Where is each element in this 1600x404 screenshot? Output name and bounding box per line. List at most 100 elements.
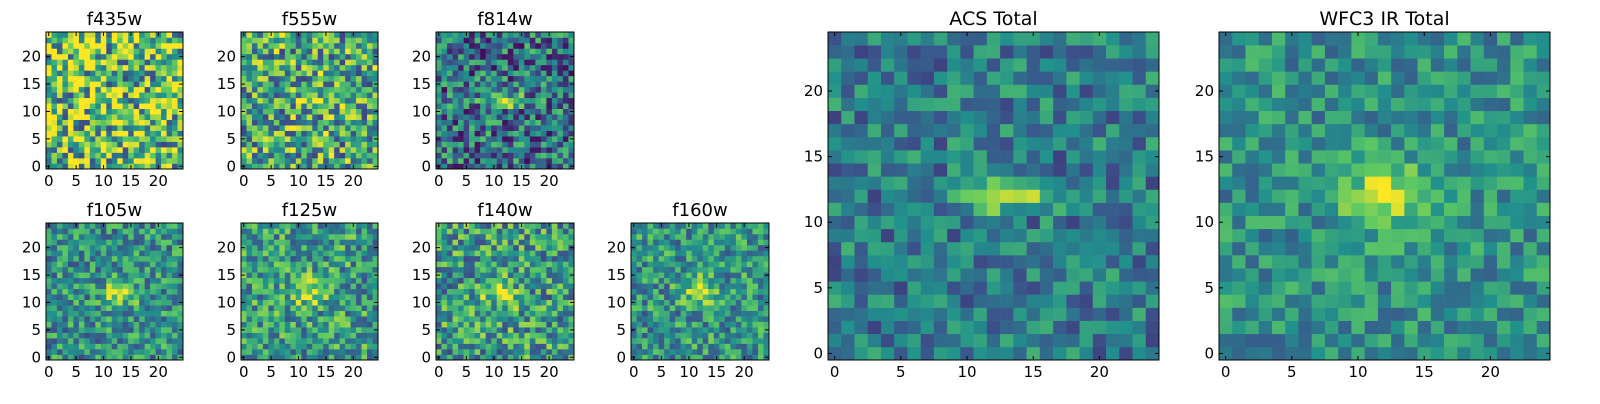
heatmap-cell: [123, 120, 129, 126]
heatmap-cell: [167, 294, 173, 300]
heatmap-cell: [631, 239, 637, 245]
heatmap-cell: [68, 103, 74, 109]
heatmap-cell: [686, 261, 692, 267]
heatmap-cell: [356, 76, 362, 82]
heatmap-cell: [947, 255, 961, 268]
heatmap-cell: [285, 70, 291, 76]
heatmap-cell: [670, 267, 676, 273]
heatmap-cell: [90, 147, 96, 153]
heatmap-cell: [351, 48, 357, 54]
heatmap-cell: [128, 300, 134, 306]
heatmap-cell: [541, 54, 547, 60]
heatmap-cell: [758, 245, 764, 251]
heatmap-cell: [79, 245, 85, 251]
heatmap-cell: [356, 48, 362, 54]
heatmap-cell: [112, 136, 118, 142]
heatmap-cell: [51, 87, 57, 93]
heatmap-cell: [730, 355, 736, 361]
heatmap-cell: [178, 289, 184, 295]
heatmap-cell: [139, 158, 145, 164]
heatmap-cell: [508, 98, 514, 104]
heatmap-cell: [312, 32, 318, 38]
heatmap-cell: [57, 76, 63, 82]
heatmap-cell: [117, 338, 123, 344]
heatmap-cell: [758, 294, 764, 300]
heatmap-cell: [68, 223, 74, 229]
heatmap-cell: [530, 136, 536, 142]
heatmap-cell: [763, 223, 769, 229]
heatmap-cell: [458, 81, 464, 87]
heatmap-cell: [128, 70, 134, 76]
heatmap-cell: [697, 283, 703, 289]
heatmap-cell: [453, 76, 459, 82]
heatmap-cell: [697, 333, 703, 339]
heatmap-cell: [546, 245, 552, 251]
heatmap-cell: [241, 65, 247, 71]
heatmap-cell: [167, 142, 173, 148]
heatmap-cell: [128, 92, 134, 98]
heatmap-cell: [648, 355, 654, 361]
heatmap-cell: [68, 311, 74, 317]
heatmap-cell: [246, 245, 252, 251]
heatmap-cell: [486, 142, 492, 148]
heatmap-cell: [323, 267, 329, 273]
heatmap-cell: [345, 300, 351, 306]
heatmap-cell: [145, 76, 151, 82]
heatmap-cell: [653, 223, 659, 229]
heatmap-cell: [681, 289, 687, 295]
heatmap-cell: [285, 142, 291, 148]
heatmap-cell: [323, 283, 329, 289]
heatmap-cell: [73, 131, 79, 137]
heatmap-cell: [178, 311, 184, 317]
heatmap-cell: [73, 87, 79, 93]
heatmap-cell: [486, 294, 492, 300]
heatmap-cell: [307, 349, 313, 355]
heatmap-cell: [296, 81, 302, 87]
heatmap-cell: [263, 32, 269, 38]
heatmap-cell: [447, 131, 453, 137]
heatmap-cell: [752, 250, 758, 256]
heatmap-cell: [552, 294, 558, 300]
heatmap-cell: [241, 158, 247, 164]
heatmap-cell: [79, 131, 85, 137]
heatmap-cell: [436, 37, 442, 43]
heatmap-cell: [279, 239, 285, 245]
heatmap-cell: [491, 43, 497, 49]
heatmap-cell: [285, 48, 291, 54]
heatmap-cell: [675, 234, 681, 240]
heatmap-cell: [458, 164, 464, 170]
heatmap-cell: [475, 228, 481, 234]
heatmap-cell: [172, 300, 178, 306]
heatmap-cell: [1000, 334, 1014, 347]
heatmap-cell: [268, 131, 274, 137]
heatmap-cell: [172, 239, 178, 245]
heatmap-cell: [296, 70, 302, 76]
heatmap-cell: [252, 114, 258, 120]
heatmap-cell: [285, 250, 291, 256]
heatmap-cell: [1013, 268, 1027, 281]
heatmap-cell: [318, 311, 324, 317]
heatmap-cell: [1106, 308, 1120, 321]
heatmap-cell: [161, 327, 167, 333]
heatmap-cell: [268, 294, 274, 300]
heatmap-cell: [290, 125, 296, 131]
heatmap-cell: [246, 300, 252, 306]
heatmap-cell: [469, 300, 475, 306]
heatmap-cell: [123, 256, 129, 262]
heatmap-cell: [546, 131, 552, 137]
heatmap-cell: [686, 349, 692, 355]
heatmap-cell: [296, 272, 302, 278]
heatmap-cell: [312, 228, 318, 234]
heatmap-cell: [546, 103, 552, 109]
heatmap-cell: [301, 333, 307, 339]
heatmap-cell: [246, 327, 252, 333]
heatmap-cell: [296, 338, 302, 344]
heatmap-cell: [442, 349, 448, 355]
heatmap-cell: [747, 261, 753, 267]
heatmap-cell: [447, 278, 453, 284]
heatmap-cell: [351, 142, 357, 148]
heatmap-cell: [513, 153, 519, 159]
heatmap-cell: [68, 267, 74, 273]
heatmap-cell: [535, 125, 541, 131]
heatmap-cell: [868, 308, 882, 321]
